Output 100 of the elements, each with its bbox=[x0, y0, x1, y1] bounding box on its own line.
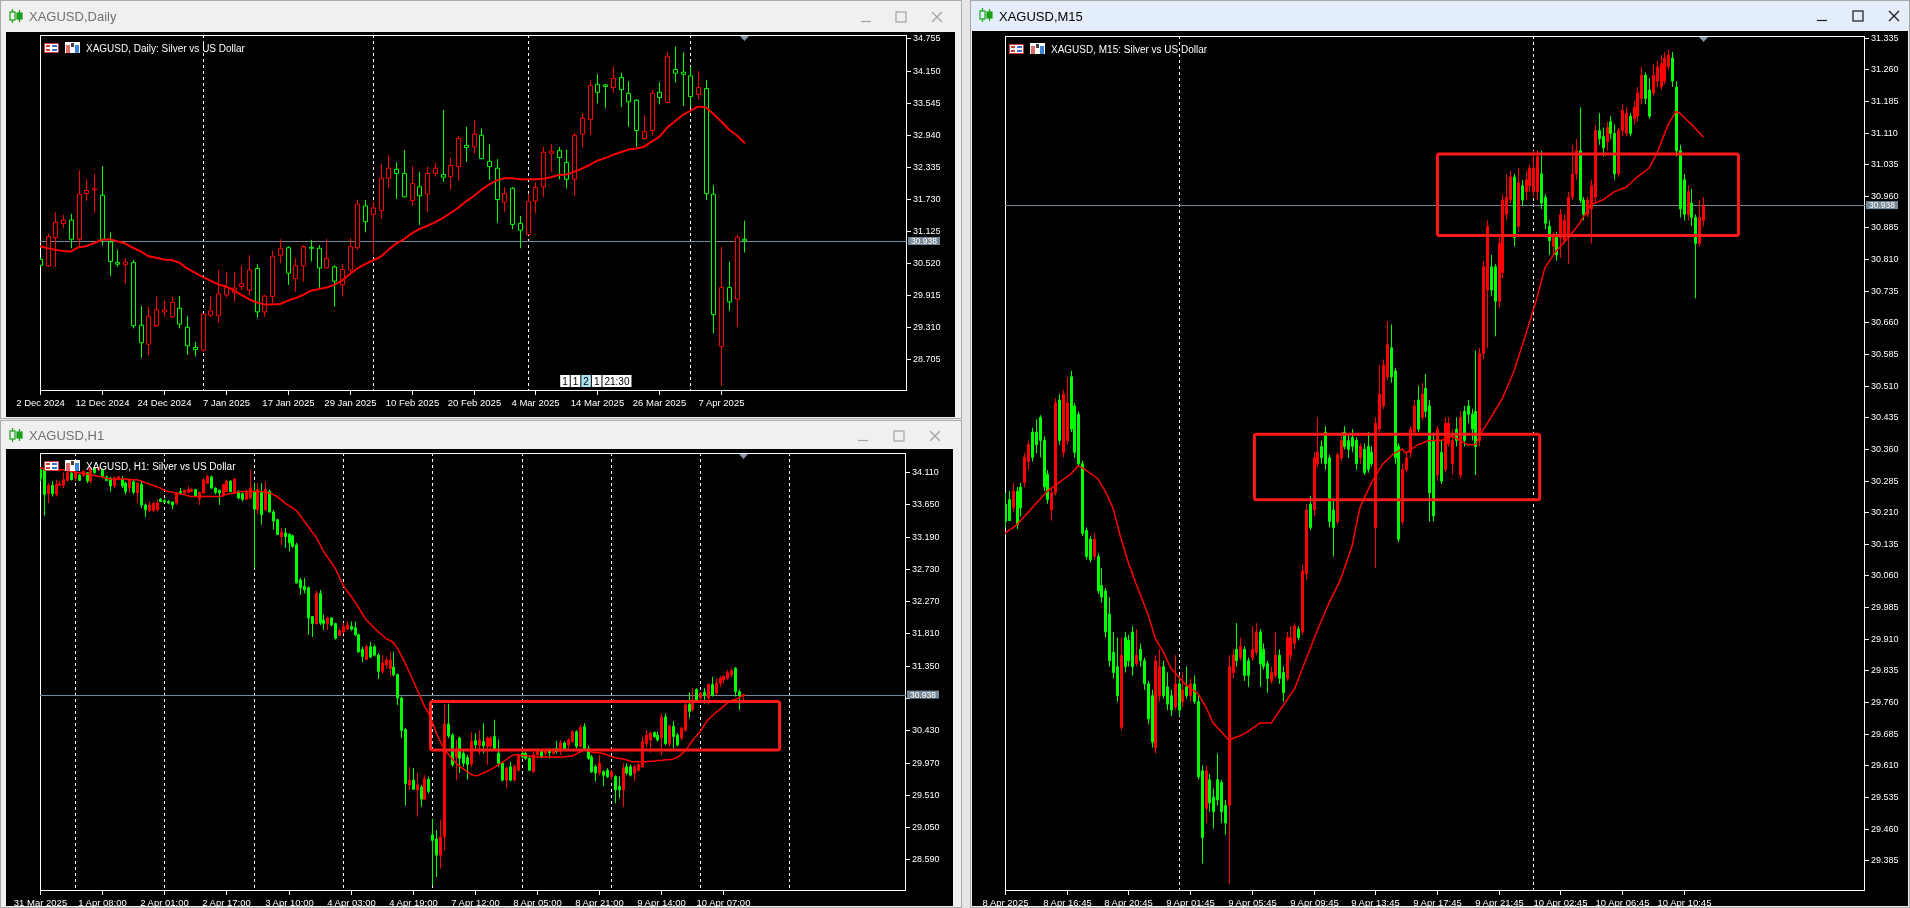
candlestick bbox=[224, 271, 229, 299]
candlestick bbox=[417, 171, 422, 226]
candlestick bbox=[210, 474, 213, 490]
candlestick bbox=[346, 620, 349, 631]
candlestick bbox=[159, 497, 162, 503]
candlestick bbox=[509, 761, 512, 782]
x-tick-label: 4 Apr 03:00 bbox=[327, 896, 376, 908]
x-tick-label: 9 Apr 17:45 bbox=[1413, 896, 1462, 908]
candlestick bbox=[707, 682, 710, 706]
candlestick bbox=[156, 498, 159, 512]
candlestick bbox=[264, 481, 267, 512]
candlestick bbox=[309, 239, 314, 263]
candlestick bbox=[46, 232, 51, 268]
y-tick-label: 31.810 bbox=[912, 628, 940, 639]
candlestick bbox=[78, 473, 81, 482]
x-tick-label: 29 Jan 2025 bbox=[324, 396, 377, 408]
candlestick bbox=[541, 146, 546, 198]
candlestick bbox=[1058, 393, 1061, 446]
candlestick bbox=[365, 644, 368, 661]
candlestick bbox=[389, 651, 392, 677]
y-tick-label: 29.385 bbox=[1871, 855, 1899, 866]
candlestick bbox=[1532, 150, 1535, 198]
candlestick bbox=[128, 477, 131, 494]
candlestick bbox=[324, 238, 329, 269]
candlestick bbox=[505, 766, 508, 790]
y-tick-label: 30.060 bbox=[1871, 570, 1899, 581]
x-tick-label: 8 Apr 16:45 bbox=[1043, 896, 1092, 908]
x-tick-label: 2 Apr 01:00 bbox=[140, 896, 189, 908]
y-tick-label: 29.535 bbox=[1871, 791, 1899, 802]
y-tick-label: 30.735 bbox=[1871, 285, 1899, 296]
candlestick bbox=[136, 481, 139, 504]
candlestick bbox=[146, 306, 151, 356]
y-tick-label: 29.970 bbox=[912, 757, 940, 768]
candlestick bbox=[286, 245, 291, 286]
candlestick bbox=[412, 767, 415, 791]
candlestick bbox=[572, 132, 577, 197]
candlestick bbox=[423, 774, 426, 801]
candlestick bbox=[131, 259, 136, 329]
x-tick-label: 9 Apr 01:45 bbox=[1166, 896, 1215, 908]
candlestick bbox=[148, 500, 151, 513]
candlestick bbox=[317, 244, 322, 289]
y-tick-label: 31.260 bbox=[1871, 64, 1899, 75]
y-tick-label: 29.985 bbox=[1871, 602, 1899, 613]
candlestick bbox=[583, 722, 586, 751]
candlestick bbox=[355, 198, 360, 251]
x-tick-label: 14 Mar 2025 bbox=[570, 396, 625, 408]
candlestick bbox=[222, 483, 225, 498]
x-tick-label: 9 Apr 05:45 bbox=[1228, 896, 1277, 908]
chart-title: XAGUSD,H1 bbox=[29, 428, 105, 443]
candlestick bbox=[486, 736, 489, 766]
candlestick bbox=[532, 750, 535, 774]
y-tick-label: 29.050 bbox=[912, 822, 940, 833]
candlestick bbox=[1174, 654, 1177, 711]
candlestick bbox=[1359, 442, 1362, 465]
candlestick bbox=[478, 729, 481, 756]
candlestick bbox=[681, 52, 686, 107]
candlestick bbox=[154, 296, 159, 328]
candlestick bbox=[278, 238, 283, 264]
candlestick bbox=[1421, 382, 1424, 421]
candlestick bbox=[622, 762, 625, 808]
candlestick bbox=[668, 724, 671, 747]
candlestick bbox=[610, 769, 613, 781]
candlestick bbox=[549, 143, 554, 173]
candlestick bbox=[233, 477, 236, 495]
candlestick bbox=[642, 114, 647, 140]
candlestick bbox=[256, 482, 259, 516]
candlestick bbox=[162, 300, 167, 318]
candlestick bbox=[225, 479, 228, 493]
candlestick bbox=[183, 489, 186, 495]
candlestick bbox=[618, 776, 621, 799]
y-tick-label: 30.585 bbox=[1871, 349, 1899, 360]
y-tick-label: 28.705 bbox=[913, 354, 941, 365]
candlestick bbox=[175, 491, 178, 506]
candlestick bbox=[51, 480, 54, 498]
x-tick-label: 12 Dec 2024 bbox=[75, 396, 130, 408]
candlestick bbox=[1474, 350, 1477, 476]
x-tick-label: 1 Apr 08:00 bbox=[78, 896, 127, 908]
candlestick bbox=[139, 305, 144, 359]
annotation: 1 bbox=[562, 375, 569, 387]
candlestick bbox=[1521, 179, 1524, 207]
y-tick-label: 32.730 bbox=[912, 563, 940, 574]
candlestick bbox=[704, 79, 709, 201]
candlestick bbox=[92, 173, 97, 214]
candlestick bbox=[394, 161, 399, 200]
candlestick bbox=[190, 487, 193, 493]
x-tick-label: 10 Apr 07:00 bbox=[696, 896, 751, 908]
candlestick bbox=[253, 482, 256, 569]
candlestick bbox=[629, 764, 632, 778]
candlestick bbox=[557, 146, 562, 180]
candlestick bbox=[474, 732, 477, 750]
x-tick-label: 8 Apr 21:00 bbox=[575, 896, 624, 908]
candlestick bbox=[695, 687, 698, 702]
y-tick-label: 29.460 bbox=[1871, 823, 1899, 834]
candlestick bbox=[1135, 628, 1138, 668]
x-tick-label: 7 Apr 12:00 bbox=[451, 896, 500, 908]
candlestick bbox=[247, 254, 252, 296]
candlestick bbox=[497, 738, 500, 768]
candlestick bbox=[1517, 167, 1520, 233]
candlestick bbox=[730, 667, 733, 678]
candlestick bbox=[656, 731, 659, 742]
